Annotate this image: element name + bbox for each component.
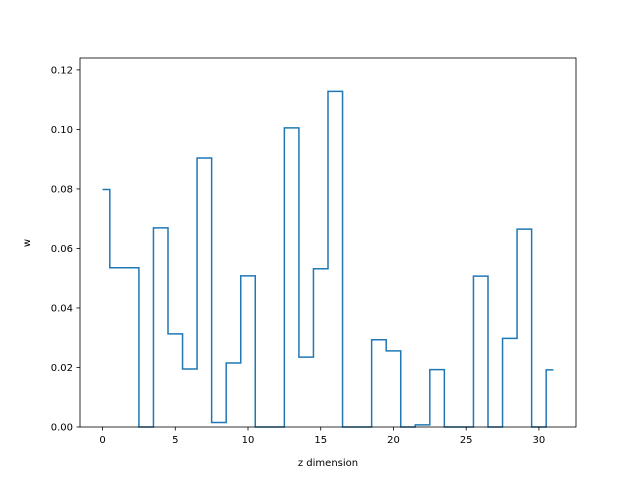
y-tick-label-0: 0.00	[51, 423, 73, 434]
y-tick-label-6: 0.12	[51, 65, 73, 76]
y-tick-label-1: 0.02	[51, 363, 73, 374]
y-tick-label-3: 0.06	[51, 244, 73, 255]
x-tick-label-6: 30	[533, 435, 546, 446]
y-axis-label: w	[22, 239, 33, 247]
x-tick-label-1: 5	[172, 435, 178, 446]
plot-area: 0 5 10 15 20 25 30 0.00 0.02 0.04 0.06 0.08 0.10 0.12	[51, 57, 577, 446]
series-line-0	[102, 90, 554, 428]
x-tick-label-3: 15	[314, 435, 327, 446]
y-tick-label-2: 0.04	[51, 303, 73, 314]
axes-frame	[79, 57, 577, 428]
x-tick-label-5: 25	[460, 435, 473, 446]
x-tick-label-2: 10	[242, 435, 255, 446]
x-tick-label-0: 0	[99, 435, 105, 446]
y-tick-label-4: 0.08	[51, 184, 73, 195]
y-tick-label-5: 0.10	[51, 125, 73, 136]
x-tick-label-4: 20	[387, 435, 400, 446]
x-axis-label: z dimension	[298, 458, 358, 469]
